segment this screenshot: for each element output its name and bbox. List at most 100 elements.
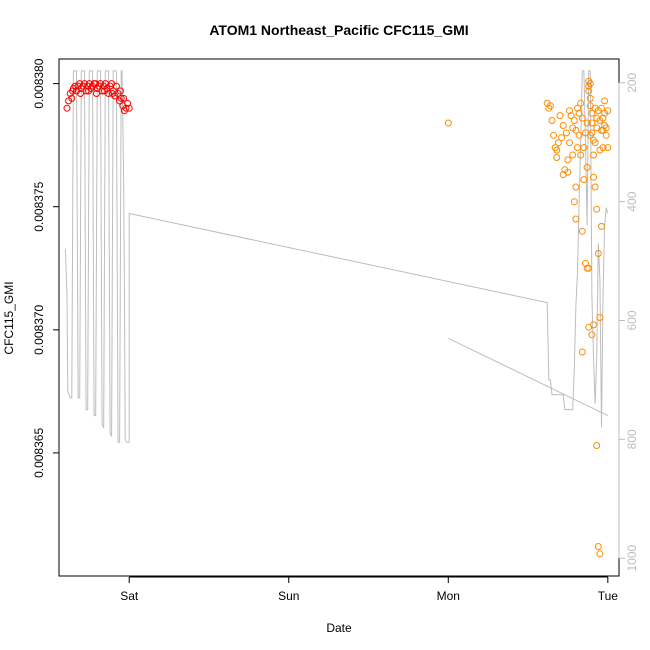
data-point	[594, 250, 602, 257]
y2-tick-label: 800	[625, 429, 639, 449]
data-point	[124, 99, 132, 107]
data-point	[586, 94, 594, 102]
plot-frame	[58, 58, 620, 577]
data-point	[578, 348, 586, 356]
x-tick-label: Sun	[278, 589, 299, 603]
data-point	[577, 99, 585, 107]
y2-tick-label: 600	[625, 310, 639, 330]
plot-area	[63, 70, 612, 558]
data-point	[586, 80, 594, 88]
data-point	[101, 87, 108, 95]
data-point	[117, 94, 125, 102]
data-point	[125, 104, 133, 112]
data-point	[570, 117, 578, 124]
data-point	[583, 163, 591, 171]
data-point	[596, 314, 604, 321]
data-point	[601, 97, 609, 105]
data-point	[550, 131, 558, 139]
data-point	[580, 176, 588, 184]
data-point	[604, 144, 612, 152]
pressure-line	[64, 70, 609, 443]
data-point	[578, 227, 586, 235]
data-point	[122, 104, 130, 112]
data-point	[591, 139, 599, 147]
data-point	[599, 114, 607, 122]
x-tick-label: Mon	[437, 589, 460, 603]
data-point	[586, 131, 594, 139]
data-point	[590, 321, 597, 329]
data-point	[553, 154, 561, 161]
data-point	[583, 119, 591, 127]
data-point	[593, 205, 601, 213]
data-point	[566, 107, 573, 115]
data-point	[567, 112, 575, 120]
data-point	[564, 156, 572, 164]
data-point	[77, 90, 84, 97]
axes: Sat Sun Mon Tue 0.008365 0.008370 0.008375 0.00…	[32, 58, 639, 603]
x-axis-label: Date	[326, 621, 352, 635]
data-point	[566, 139, 573, 147]
data-point	[554, 139, 562, 147]
data-point	[108, 90, 116, 97]
data-point	[558, 134, 566, 142]
data-point	[444, 119, 452, 127]
data-point	[596, 550, 604, 558]
data-point	[559, 122, 567, 129]
data-point	[575, 109, 583, 117]
data-point	[570, 198, 578, 206]
data-point	[69, 87, 77, 95]
data-point	[604, 107, 612, 115]
data-point	[598, 104, 605, 112]
data-point	[577, 151, 585, 159]
y-axis-label: CFC115_GMI	[2, 281, 16, 354]
data-point	[562, 129, 570, 137]
data-point	[569, 151, 577, 159]
data-point	[585, 87, 593, 95]
data-point	[588, 119, 596, 127]
y2-tick-label: 400	[625, 191, 639, 211]
data-point	[572, 215, 580, 223]
data-point	[588, 109, 596, 117]
data-point	[578, 114, 586, 122]
y-tick-label: 0.008380	[32, 58, 46, 108]
data-point	[93, 90, 100, 97]
data-point	[580, 144, 588, 152]
y-tick-label: 0.008365	[32, 428, 46, 478]
data-point	[85, 87, 92, 95]
x-tick-label: Tue	[598, 589, 619, 603]
data-point	[116, 87, 124, 95]
data-point	[599, 144, 607, 152]
data-point	[548, 117, 556, 124]
data-point	[574, 144, 581, 152]
pressure-line-segment	[448, 337, 609, 417]
y-tick-label: 0.008375	[32, 181, 46, 231]
data-point	[590, 173, 597, 181]
data-point	[63, 104, 71, 112]
data-point	[588, 331, 596, 339]
data-point	[68, 94, 76, 102]
y2-tick-label: 200	[625, 72, 639, 92]
data-point	[564, 168, 572, 176]
data-point	[598, 222, 605, 230]
data-point	[590, 151, 597, 159]
data-point	[556, 112, 564, 120]
data-point	[582, 259, 589, 267]
data-point	[120, 94, 128, 102]
y2-tick-label: 1000	[625, 545, 639, 572]
x-tick-label: Sat	[120, 589, 139, 603]
data-point	[553, 146, 561, 154]
data-point	[546, 102, 554, 110]
data-point	[574, 104, 581, 112]
data-point	[572, 183, 580, 191]
data-point	[591, 183, 599, 191]
data-point	[599, 126, 607, 134]
y-tick-label: 0.008370	[32, 304, 46, 354]
data-point	[572, 126, 580, 134]
data-point	[594, 543, 602, 550]
data-point	[602, 131, 610, 139]
data-point	[575, 131, 583, 139]
chart-title: ATOM1 Northeast_Pacific CFC115_GMI	[209, 22, 468, 38]
data-point	[112, 82, 120, 90]
data-point	[593, 442, 601, 449]
